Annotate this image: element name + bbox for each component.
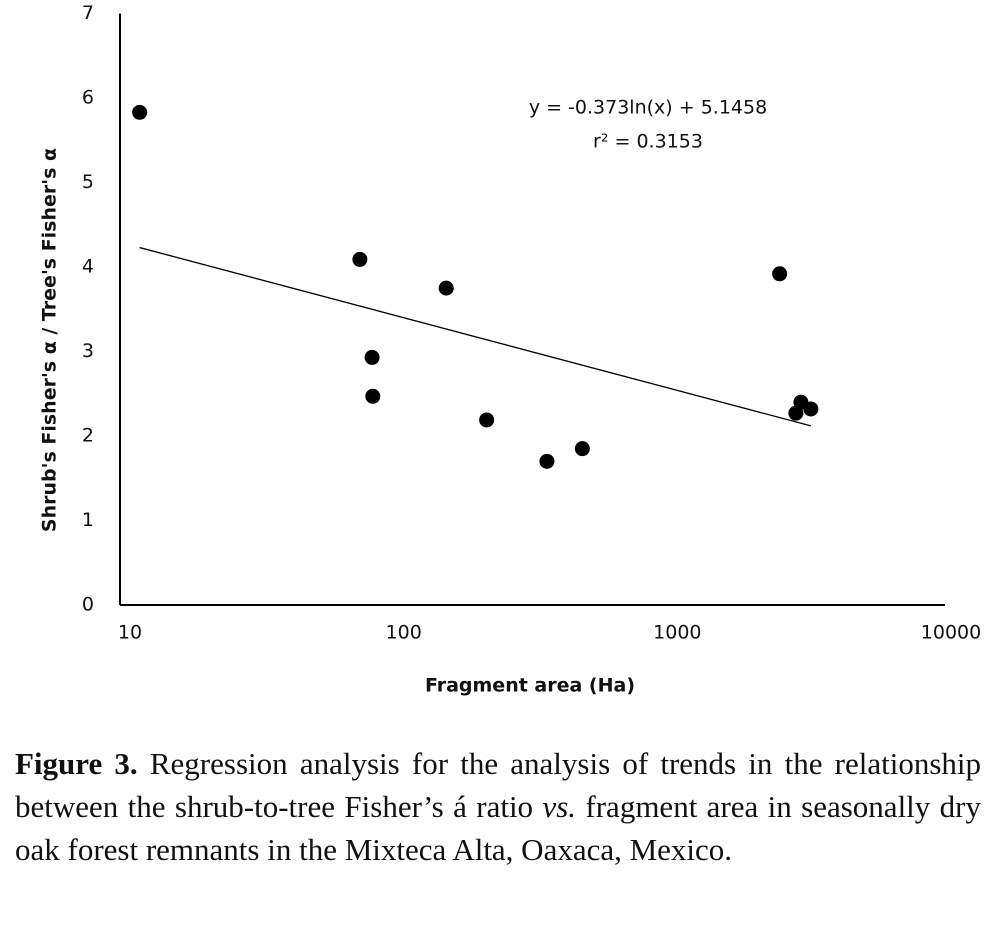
y-tick-label: 4: [82, 256, 94, 278]
trend-equation: y = -0.373ln(x) + 5.1458: [529, 97, 767, 119]
y-tick-label: 1: [82, 509, 94, 531]
caption-text: fragment area in seasonally dry oak fore…: [15, 789, 982, 867]
y-axis-title: Shrub's Fisher's α / Tree's Fisher's α: [39, 148, 61, 532]
x-tick-label: 10: [118, 622, 142, 644]
trend-line: [139, 246, 812, 427]
y-tick-label: 0: [82, 594, 94, 616]
point: [479, 412, 495, 428]
point: [772, 266, 788, 282]
y-tick-label: 3: [82, 340, 94, 362]
point: [352, 251, 368, 267]
point: [364, 349, 380, 365]
chart: Fragment area (Ha) Shrub's Fisher's α / …: [39, 2, 982, 697]
point: [365, 388, 381, 404]
y-tick-label: 2: [82, 425, 94, 447]
y-tick-label: 5: [82, 171, 94, 193]
x-tick-label: 10000: [921, 622, 981, 644]
point: [539, 453, 555, 469]
y-tick-label: 6: [82, 87, 94, 109]
caption-emphasis: vs.: [542, 789, 577, 824]
point: [438, 280, 454, 296]
point: [574, 441, 590, 457]
x-tick-label: 100: [386, 622, 422, 644]
x-tick-label: 1000: [653, 622, 701, 644]
caption: Figure 3. Regression analysis for the an…: [15, 742, 981, 871]
trend-r2: r² = 0.3153: [593, 131, 703, 153]
x-axis-title: Fragment area (Ha): [425, 675, 635, 697]
y-tick-label: 7: [82, 2, 94, 24]
caption-label: Figure 3.: [15, 746, 138, 781]
caption-text: Regression analysis for the analysis of …: [15, 746, 981, 824]
point: [132, 104, 148, 120]
point: [803, 401, 819, 417]
